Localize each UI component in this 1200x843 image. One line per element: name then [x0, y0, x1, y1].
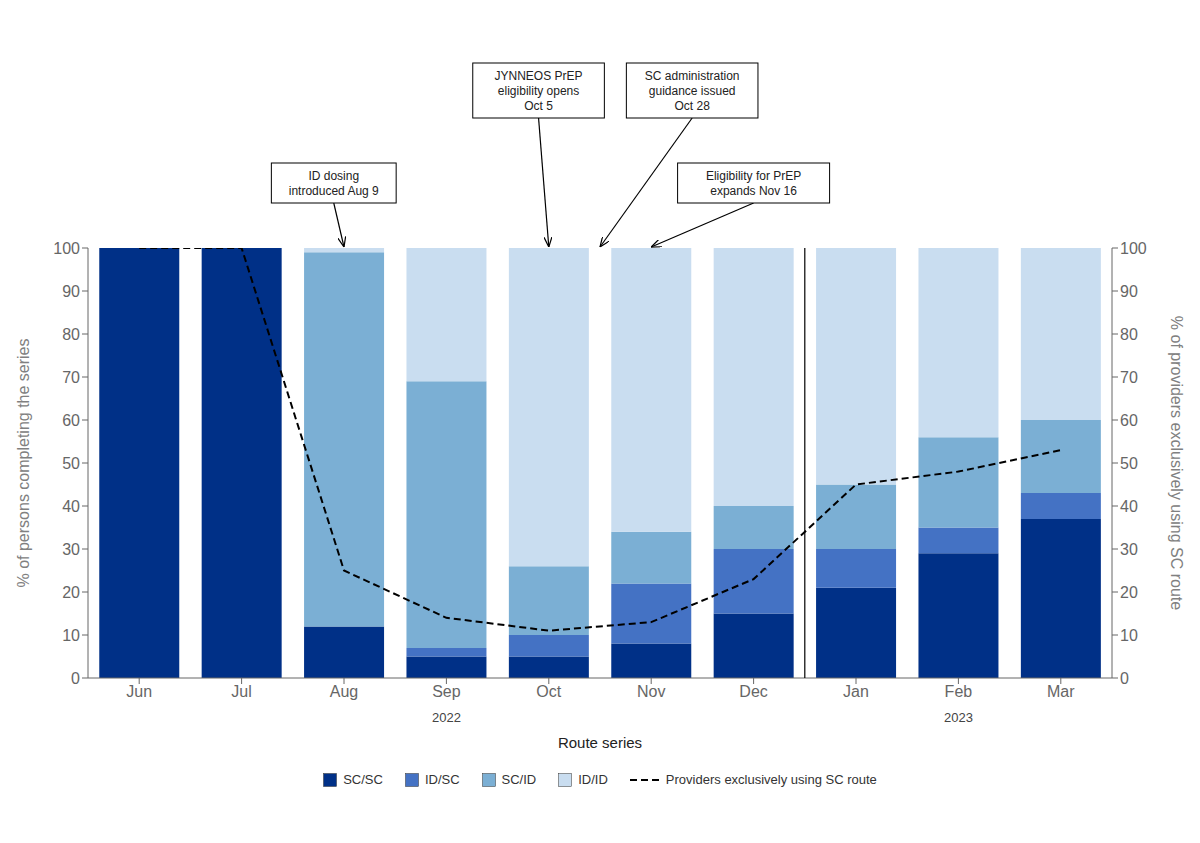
html-text:ID/SC: ID/SC: [424, 772, 460, 787]
svg-text:20: 20: [62, 584, 80, 601]
svg-text:Eligibility for PrEP: Eligibility for PrEP: [706, 169, 801, 183]
svg-text:Aug: Aug: [330, 683, 358, 700]
svg-text:50: 50: [1120, 455, 1138, 472]
svg-text:90: 90: [62, 283, 80, 300]
svg-text:40: 40: [1120, 498, 1138, 515]
svg-text:Route series: Route series: [558, 734, 642, 751]
svg-text:Nov: Nov: [637, 683, 665, 700]
svg-text:introduced Aug 9: introduced Aug 9: [289, 184, 379, 198]
svg-text:80: 80: [62, 326, 80, 343]
svg-text:2022: 2022: [432, 710, 461, 725]
svg-text:Oct 5: Oct 5: [524, 99, 553, 113]
svg-text:expands Nov 16: expands Nov 16: [710, 184, 797, 198]
svg-text:0: 0: [71, 670, 80, 687]
svg-text:Jul: Jul: [231, 683, 251, 700]
svg-text:Feb: Feb: [945, 683, 973, 700]
svg-text:Oct 28: Oct 28: [674, 99, 710, 113]
svg-text:80: 80: [1120, 326, 1138, 343]
svg-text:60: 60: [1120, 412, 1138, 429]
svg-text:Jun: Jun: [126, 683, 152, 700]
svg-text:10: 10: [62, 627, 80, 644]
svg-text:guidance issued: guidance issued: [649, 84, 736, 98]
svg-text:SC administration: SC administration: [645, 69, 740, 83]
svg-text:10: 10: [1120, 627, 1138, 644]
html-text:SC/ID: SC/ID: [501, 772, 537, 787]
svg-text:100: 100: [53, 240, 80, 257]
svg-text:eligibility opens: eligibility opens: [498, 84, 579, 98]
svg-text:Jan: Jan: [843, 683, 869, 700]
svg-text:Dec: Dec: [739, 683, 767, 700]
svg-text:% of persons completing the se: % of persons completing the series: [15, 338, 32, 587]
svg-text:60: 60: [62, 412, 80, 429]
html-text:ID/ID: ID/ID: [578, 772, 608, 787]
svg-text:50: 50: [62, 455, 80, 472]
svg-text:70: 70: [62, 369, 80, 386]
svg-text:20: 20: [1120, 584, 1138, 601]
svg-text:Oct: Oct: [536, 683, 561, 700]
html-text:Providers exclusively using SC: Providers exclusively using SC route: [665, 772, 877, 787]
svg-text:Mar: Mar: [1047, 683, 1075, 700]
svg-text:Sep: Sep: [432, 683, 461, 700]
svg-text:0: 0: [1120, 670, 1129, 687]
svg-text:JYNNEOS PrEP: JYNNEOS PrEP: [495, 69, 583, 83]
html-text:SC/SC: SC/SC: [343, 772, 383, 787]
svg-text:100: 100: [1120, 240, 1147, 257]
svg-text:30: 30: [1120, 541, 1138, 558]
svg-text:40: 40: [62, 498, 80, 515]
svg-text:90: 90: [1120, 283, 1138, 300]
svg-text:70: 70: [1120, 369, 1138, 386]
svg-text:30: 30: [62, 541, 80, 558]
svg-text:ID dosing: ID dosing: [308, 169, 359, 183]
svg-text:2023: 2023: [944, 710, 973, 725]
svg-text:% of providers exclusively usi: % of providers exclusively using SC rout…: [1168, 316, 1185, 610]
